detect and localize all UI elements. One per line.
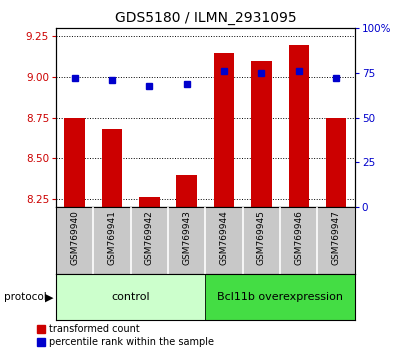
- Text: control: control: [111, 292, 150, 302]
- Text: Bcl11b overexpression: Bcl11b overexpression: [217, 292, 343, 302]
- Text: GSM769944: GSM769944: [220, 210, 229, 264]
- Text: ▶: ▶: [45, 292, 53, 302]
- Bar: [56, 274, 205, 320]
- Bar: [214, 53, 234, 207]
- Bar: [139, 197, 160, 207]
- Bar: [64, 118, 85, 207]
- Bar: [205, 274, 355, 320]
- Text: GSM769941: GSM769941: [107, 210, 117, 265]
- Text: GSM769943: GSM769943: [182, 210, 191, 265]
- Title: GDS5180 / ILMN_2931095: GDS5180 / ILMN_2931095: [115, 11, 296, 24]
- Bar: [326, 118, 347, 207]
- Bar: [176, 175, 197, 207]
- Text: GSM769946: GSM769946: [294, 210, 303, 265]
- Bar: [288, 45, 309, 207]
- Text: GSM769947: GSM769947: [332, 210, 341, 265]
- Bar: [102, 129, 122, 207]
- Text: GSM769942: GSM769942: [145, 210, 154, 264]
- Bar: [251, 61, 272, 207]
- Text: GSM769940: GSM769940: [70, 210, 79, 265]
- Legend: transformed count, percentile rank within the sample: transformed count, percentile rank withi…: [33, 320, 217, 351]
- Text: GSM769945: GSM769945: [257, 210, 266, 265]
- Text: protocol: protocol: [4, 292, 47, 302]
